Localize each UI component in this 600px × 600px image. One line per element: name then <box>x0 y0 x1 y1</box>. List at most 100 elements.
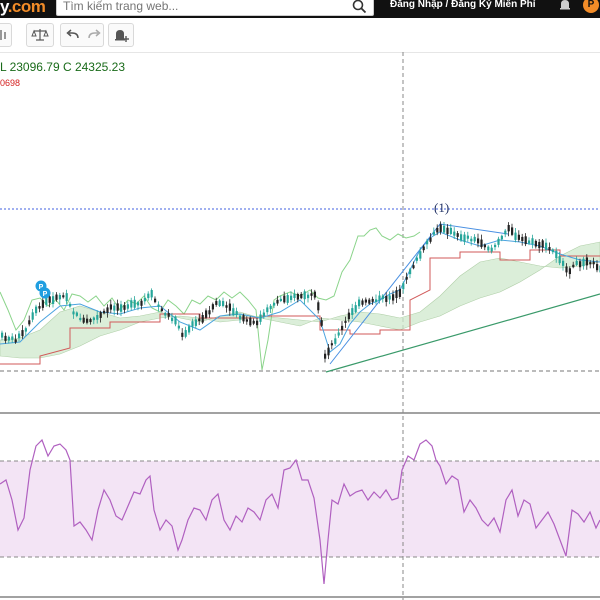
candle <box>531 238 534 245</box>
candle <box>303 291 306 300</box>
candle <box>327 347 330 356</box>
candle <box>75 312 78 316</box>
candle <box>1 332 4 338</box>
candle <box>137 302 140 306</box>
search-box[interactable] <box>56 0 374 16</box>
candle <box>443 225 446 233</box>
candle <box>184 330 187 337</box>
search-input[interactable] <box>57 0 349 15</box>
candle <box>7 336 10 341</box>
site-logo[interactable]: y.com <box>0 0 46 17</box>
oscillator-line <box>0 438 600 585</box>
candle <box>198 318 201 322</box>
candle <box>541 240 544 248</box>
brand-icon[interactable]: P <box>583 0 599 13</box>
candle <box>572 264 575 268</box>
bell-icon[interactable] <box>558 0 572 12</box>
candle <box>208 310 211 315</box>
candle <box>290 295 293 300</box>
candle <box>252 320 255 324</box>
candle <box>514 232 517 240</box>
candle <box>351 308 354 315</box>
candle <box>507 224 510 232</box>
candle <box>69 303 72 307</box>
pivot-marker[interactable] <box>39 287 51 299</box>
pivot-marker-label: P <box>39 284 44 291</box>
candle <box>52 296 55 304</box>
price-chart[interactable]: (1) P P <box>0 52 600 600</box>
candle <box>79 317 82 321</box>
candle <box>296 294 299 300</box>
candle <box>470 238 473 242</box>
candle <box>551 249 554 253</box>
candle <box>235 311 238 315</box>
candle <box>140 300 143 306</box>
candle <box>228 303 231 311</box>
candle <box>215 301 218 305</box>
candle <box>429 237 432 242</box>
candle <box>528 240 531 244</box>
candle <box>596 264 599 271</box>
undo-icon[interactable] <box>66 27 80 43</box>
candle <box>378 295 381 301</box>
candle <box>245 319 248 322</box>
candle <box>405 276 408 280</box>
candle <box>92 317 95 321</box>
candle <box>460 234 463 241</box>
bar-chart-button[interactable] <box>0 23 12 47</box>
candle <box>565 266 568 273</box>
candle <box>483 244 486 248</box>
candle <box>412 265 415 269</box>
candle <box>283 295 286 303</box>
candle <box>480 239 483 248</box>
candle <box>398 289 401 297</box>
compare-button[interactable] <box>26 23 54 47</box>
candle <box>453 231 456 236</box>
pivot-marker-group[interactable]: P P <box>35 280 51 299</box>
candle <box>446 227 449 235</box>
candle <box>575 260 578 265</box>
candle <box>167 313 170 317</box>
candle <box>463 234 466 242</box>
candle <box>375 299 378 302</box>
candle <box>521 236 524 242</box>
candle <box>45 297 48 305</box>
candle <box>249 317 252 326</box>
candle <box>562 260 565 266</box>
candle <box>225 305 228 308</box>
candle <box>279 298 282 302</box>
candle <box>589 262 592 265</box>
candle <box>504 230 507 235</box>
candle <box>147 293 150 299</box>
candle <box>24 328 27 332</box>
candle <box>409 269 412 275</box>
candle <box>31 312 34 320</box>
candle <box>55 294 58 300</box>
candle <box>35 306 38 314</box>
candle <box>21 330 24 337</box>
add-alert-button[interactable] <box>108 23 134 47</box>
candle <box>548 247 551 251</box>
candle <box>555 250 558 259</box>
candle <box>337 332 340 336</box>
candle <box>385 296 388 302</box>
candle <box>422 246 425 251</box>
login-link[interactable]: Đăng Nhập / Đăng Ký Miễn Phí <box>390 0 536 10</box>
candle <box>18 333 21 339</box>
candle <box>171 317 174 322</box>
candle <box>103 310 106 314</box>
logo-mark: y <box>0 0 8 16</box>
candle <box>123 305 126 310</box>
candle <box>48 296 51 303</box>
candle <box>14 339 17 343</box>
redo-icon[interactable] <box>87 27 102 43</box>
candle <box>205 310 208 318</box>
candle <box>395 290 398 299</box>
candle <box>473 236 476 242</box>
search-icon[interactable] <box>351 0 369 14</box>
candle <box>269 305 272 310</box>
candle <box>466 235 469 239</box>
candle <box>364 299 367 303</box>
candle <box>28 320 31 325</box>
candle <box>392 294 395 301</box>
